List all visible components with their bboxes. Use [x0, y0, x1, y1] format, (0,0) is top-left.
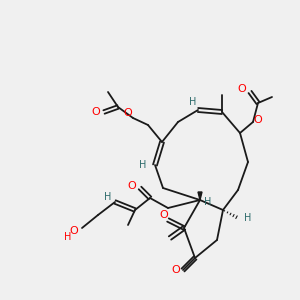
Text: O: O	[92, 107, 100, 117]
Text: O: O	[128, 181, 136, 191]
Text: O: O	[238, 84, 246, 94]
Text: H: H	[189, 97, 197, 107]
Text: O: O	[124, 108, 132, 118]
Text: O: O	[172, 265, 180, 275]
Text: O: O	[70, 226, 78, 236]
Text: H: H	[139, 160, 147, 170]
Text: H: H	[64, 232, 72, 242]
Text: O: O	[254, 115, 262, 125]
Text: O: O	[160, 210, 168, 220]
Text: H: H	[244, 213, 251, 223]
Polygon shape	[198, 192, 202, 200]
Text: H: H	[204, 197, 212, 207]
Text: H: H	[104, 192, 112, 202]
